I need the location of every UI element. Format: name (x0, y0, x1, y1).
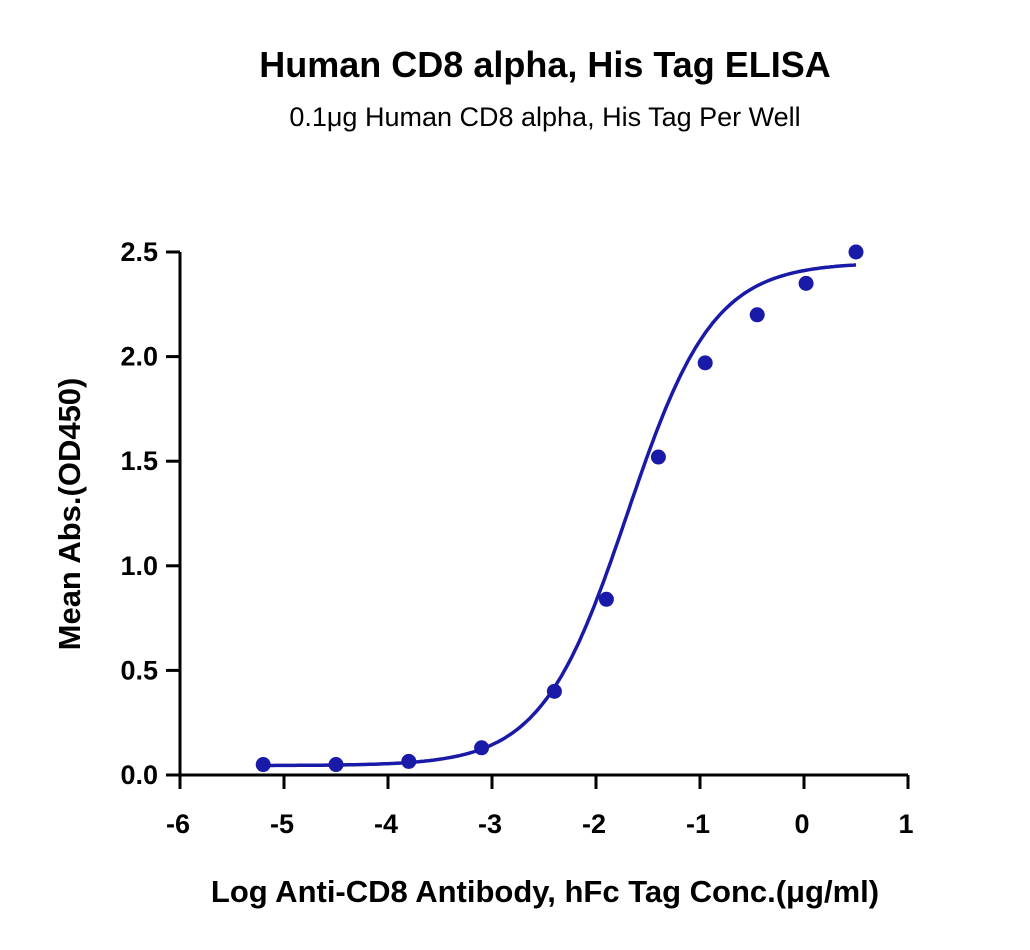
data-point (650, 449, 666, 465)
x-tick-label: -1 (686, 809, 710, 839)
data-point (328, 757, 344, 773)
y-tick-label: 1.5 (120, 446, 158, 476)
data-point (546, 683, 562, 699)
x-tick-label: 0 (794, 809, 809, 839)
x-ticks: -6 -5 -4 -3 -2 -1 0 1 (166, 775, 914, 839)
data-point (697, 355, 713, 371)
x-axis-label: Log Anti-CD8 Antibody, hFc Tag Conc.(μg/… (211, 874, 879, 909)
data-point (598, 591, 614, 607)
x-tick-label: 1 (898, 809, 913, 839)
x-tick-label: -2 (582, 809, 606, 839)
data-point (474, 740, 490, 756)
axes (178, 252, 908, 777)
x-tick-label: -5 (270, 809, 294, 839)
data-point (255, 757, 271, 773)
y-tick-label: 2.5 (120, 237, 158, 267)
data-points (255, 244, 864, 773)
y-tick-label: 0.5 (120, 655, 158, 685)
chart-title: Human CD8 alpha, His Tag ELISA (259, 44, 831, 85)
y-tick-label: 1.0 (120, 551, 158, 581)
y-ticks: 0.0 0.5 1.0 1.5 2.0 2.5 (120, 237, 180, 790)
y-tick-label: 2.0 (120, 342, 158, 372)
data-point (749, 307, 765, 323)
chart-subtitle: 0.1μg Human CD8 alpha, His Tag Per Well (289, 102, 801, 132)
data-point (401, 753, 417, 769)
x-tick-label: -6 (166, 809, 190, 839)
x-tick-label: -4 (374, 809, 398, 839)
y-tick-label: 0.0 (120, 760, 158, 790)
fit-curve (263, 263, 857, 768)
data-point (798, 275, 814, 291)
y-axis-label: Mean Abs.(OD450) (52, 378, 87, 651)
data-point (848, 244, 864, 260)
x-tick-label: -3 (478, 809, 502, 839)
